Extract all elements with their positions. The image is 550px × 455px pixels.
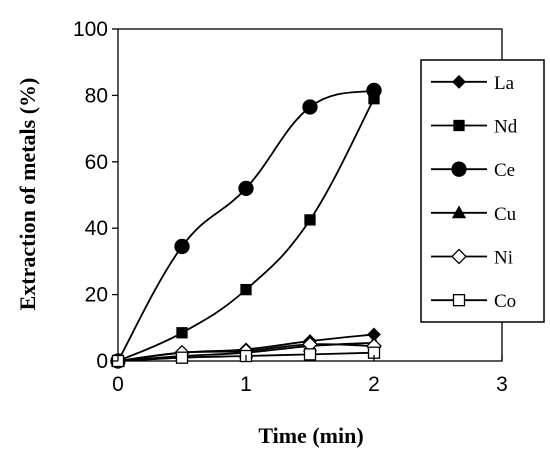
data-point-ce (366, 82, 382, 99)
legend-box (420, 59, 545, 323)
x-tick-label: 1 (240, 373, 252, 396)
data-point-co (303, 348, 317, 361)
data-point-ce (238, 180, 254, 197)
data-point-nd (240, 283, 252, 296)
legend-marker-nd (453, 119, 465, 132)
y-tick-label: 40 (85, 217, 108, 240)
legend-marker-co (452, 294, 466, 307)
series-line-ce (117, 89, 375, 362)
legend-marker-cu (451, 205, 467, 219)
x-tick-label: 2 (368, 373, 380, 396)
x-tick-label: 3 (496, 373, 508, 396)
legend-label-ce: Ce (494, 160, 515, 181)
series-nd (112, 93, 380, 367)
data-point-nd (304, 214, 316, 226)
legend-marker-la (452, 74, 466, 89)
y-tick-label: 60 (85, 151, 108, 174)
legend-marker-ce (451, 161, 467, 177)
legend-label-nd: Nd (494, 117, 518, 138)
legend-label-ni: Ni (494, 248, 513, 269)
y-tick-label: 0 (96, 350, 108, 373)
x-axis-title: Time (min) (258, 423, 363, 448)
y-tick-label: 20 (85, 284, 108, 307)
y-tick-label: 80 (85, 84, 108, 107)
data-point-ce (174, 238, 190, 255)
data-point-co (175, 351, 189, 364)
series-line-nd (117, 98, 375, 362)
x-tick-label: 0 (112, 373, 124, 396)
data-point-ce (302, 99, 318, 115)
legend-label-co: Co (494, 291, 516, 312)
y-tick-label: 100 (73, 18, 108, 41)
series-ce (110, 82, 382, 369)
legend: La Nd Ce Cu Ni Co (420, 59, 545, 323)
data-point-nd (176, 327, 188, 339)
legend-marker-ni (451, 248, 467, 265)
y-axis-title: Extraction of metals (%) (15, 78, 40, 311)
legend-label-la: La (494, 73, 515, 94)
legend-label-cu: Cu (494, 204, 517, 225)
